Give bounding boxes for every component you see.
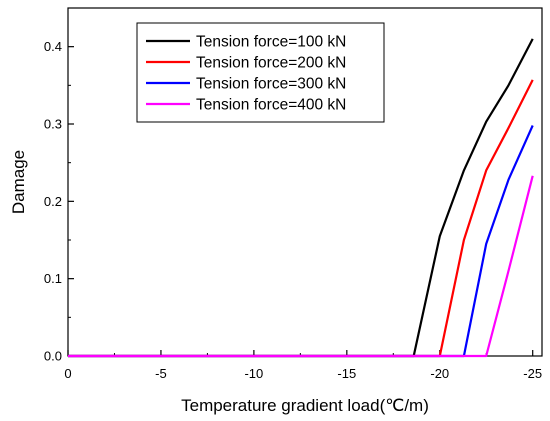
x-axis-ticks: 0 -5 -10 -15 -20 -25 bbox=[64, 350, 542, 381]
y-axis-ticks: 0.0 0.1 0.2 0.3 0.4 bbox=[44, 39, 74, 364]
x-tick-label: -20 bbox=[430, 366, 449, 381]
x-tick-label: -10 bbox=[244, 366, 263, 381]
series-line-4 bbox=[68, 175, 534, 358]
y-axis-label: Damage bbox=[9, 150, 28, 214]
legend-label-3: Tension force=300 kN bbox=[196, 76, 346, 93]
y-tick-label: 0.2 bbox=[44, 194, 62, 209]
legend-box bbox=[136, 22, 385, 123]
y-tick-label: 0.1 bbox=[44, 271, 62, 286]
x-tick-label: -25 bbox=[523, 366, 542, 381]
y-tick-label: 0.3 bbox=[44, 117, 62, 132]
series-lines bbox=[68, 38, 534, 358]
legend-label-1: Tension force=100 kN bbox=[196, 34, 346, 51]
y-tick-label: 0.4 bbox=[44, 39, 62, 54]
x-tick-label: 0 bbox=[64, 366, 71, 381]
legend-label-2: Tension force=200 kN bbox=[196, 55, 346, 72]
y-tick-label: 0.0 bbox=[44, 349, 62, 364]
x-axis-label: Temperature gradient load(℃/m) bbox=[181, 396, 429, 415]
x-tick-label: -15 bbox=[337, 366, 356, 381]
legend-label-4: Tension force=400 kN bbox=[196, 97, 346, 114]
legend: Tension force=100 kN Tension force=200 kN… bbox=[136, 22, 385, 123]
x-tick-label: -5 bbox=[155, 366, 167, 381]
